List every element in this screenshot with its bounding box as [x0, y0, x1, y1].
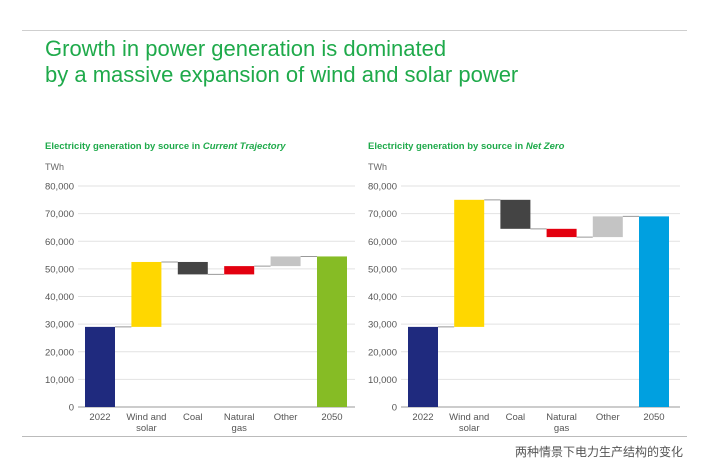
y-tick-label: 0 [392, 403, 397, 414]
x-tick-label: Coal [506, 412, 526, 423]
bar-coal [500, 199, 531, 229]
bar-other [592, 216, 623, 238]
x-tick-label: Natural gas [546, 412, 577, 434]
y-tick-label: 10,000 [45, 375, 74, 386]
y-tick-label: 40,000 [45, 292, 74, 303]
y-tick-label: 60,000 [45, 237, 74, 248]
y-axis-label: TWh [45, 162, 64, 172]
y-tick-label: 30,000 [368, 320, 397, 331]
x-tick-label: Wind and solar [449, 412, 489, 434]
title-line-1: Growth in power generation is dominated [45, 36, 447, 61]
bar-natural-gas [224, 266, 255, 275]
x-tick-label: Coal [183, 412, 203, 423]
bar-2022 [408, 326, 438, 407]
y-axis-label: TWh [368, 162, 387, 172]
bar-coal [177, 261, 208, 275]
x-tick-label: 2050 [321, 412, 342, 423]
y-tick-label: 50,000 [45, 264, 74, 275]
chart-title: Electricity generation by source in Net … [368, 141, 565, 152]
y-tick-label: 50,000 [368, 264, 397, 275]
x-tick-label: 2050 [643, 412, 664, 423]
x-tick-label: Wind and solar [126, 412, 166, 434]
y-tick-label: 80,000 [368, 182, 397, 193]
y-tick-label: 70,000 [368, 209, 397, 220]
y-tick-label: 20,000 [45, 347, 74, 358]
y-tick-label: 10,000 [368, 375, 397, 386]
bottom-divider [22, 436, 687, 437]
y-tick-label: 60,000 [368, 237, 397, 248]
caption: 两种情景下电力生产结构的变化 [514, 445, 683, 459]
y-tick-label: 30,000 [45, 320, 74, 331]
x-tick-label: Natural gas [224, 412, 255, 434]
x-tick-label: 2022 [412, 412, 433, 423]
bar-2050 [317, 256, 347, 407]
title-line-2: by a massive expansion of wind and solar… [45, 62, 519, 87]
page-title: Growth in power generation is dominated b… [45, 36, 518, 88]
y-tick-label: 80,000 [45, 182, 74, 193]
bar-wind-and-solar [131, 261, 162, 327]
bar-other [270, 256, 301, 267]
top-divider [22, 30, 687, 31]
y-tick-label: 70,000 [45, 209, 74, 220]
y-tick-label: 20,000 [368, 347, 397, 358]
x-tick-label: Other [274, 412, 298, 423]
x-tick-label: 2022 [89, 412, 110, 423]
bar-2050 [639, 216, 669, 407]
bar-2022 [85, 326, 115, 407]
chart-title: Electricity generation by source in Curr… [45, 141, 286, 152]
x-tick-label: Other [596, 412, 620, 423]
bar-wind-and-solar [454, 199, 485, 327]
y-tick-label: 40,000 [368, 292, 397, 303]
bar-natural-gas [546, 228, 577, 238]
y-tick-label: 0 [69, 403, 74, 414]
